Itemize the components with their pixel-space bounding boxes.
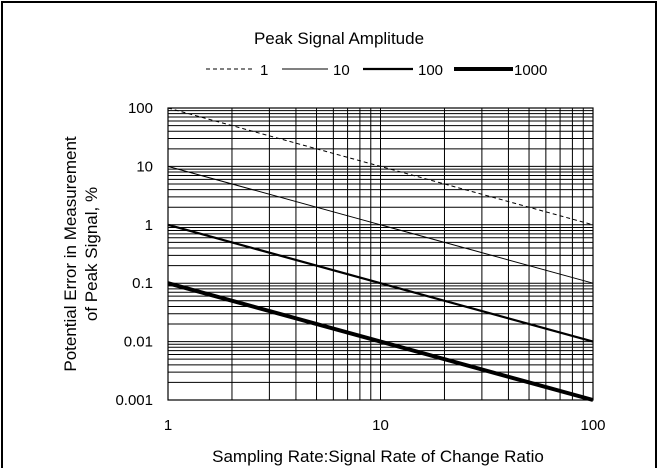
grid [168, 108, 593, 400]
x-tick-label: 1 [164, 417, 172, 434]
series-line-1000 [167, 281, 594, 402]
series-layer [167, 107, 594, 402]
y-tick-label: 0.1 [132, 275, 153, 292]
y-axis-ticks: 100 10 1 0.1 0.01 0.001 [115, 100, 153, 409]
x-axis-ticks: 1 10 100 [164, 417, 606, 434]
y-axis-label-line1: Potential Error in Measurement [61, 136, 80, 372]
y-axis-label-line2: of Peak Signal, % [82, 187, 101, 321]
x-tick-label: 100 [580, 417, 605, 434]
x-tick-label: 10 [372, 417, 389, 434]
y-tick-label: 10 [136, 158, 153, 175]
series-line-100 [167, 223, 594, 343]
y-tick-label: 1 [145, 217, 153, 234]
legend-label-10: 10 [333, 62, 350, 79]
plot-area-border [167, 107, 594, 401]
series-line-1 [167, 107, 594, 226]
x-axis-label: Sampling Rate:Signal Rate of Change Rati… [212, 447, 544, 466]
legend-title: Peak Signal Amplitude [254, 29, 424, 48]
y-tick-label: 0.001 [115, 392, 153, 409]
series-line-10 [167, 165, 594, 284]
legend: 1 10 100 1000 [206, 62, 547, 79]
legend-label-1000: 1000 [514, 62, 547, 79]
legend-label-1: 1 [260, 62, 268, 79]
y-tick-label: 100 [128, 100, 153, 117]
legend-label-100: 100 [418, 62, 443, 79]
y-tick-label: 0.01 [124, 334, 153, 351]
